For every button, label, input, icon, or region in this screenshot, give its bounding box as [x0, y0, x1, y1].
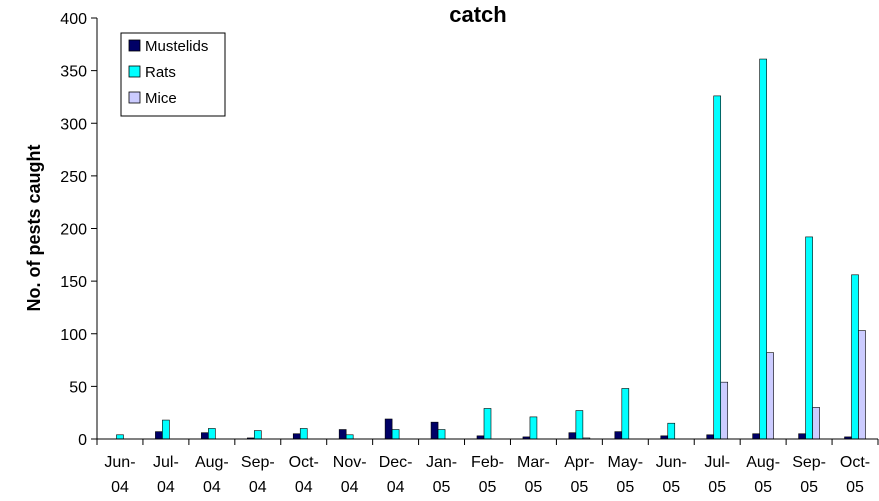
x-tick-label-16-line1: Oct-	[840, 454, 870, 471]
x-tick-label-1-line1: Jul-	[153, 454, 179, 471]
x-tick-label-16-line2: 05	[846, 479, 864, 496]
y-tick-label-150: 150	[60, 274, 87, 291]
x-tick-label-9-line1: Mar-	[517, 454, 550, 471]
bar-rats-1	[162, 419, 170, 440]
bar-mustelids-14	[752, 433, 760, 440]
y-tick-label-0: 0	[78, 432, 87, 449]
bar-mustelids-15	[798, 433, 806, 440]
bar-mustelids-1	[155, 431, 163, 440]
bar-mustelids-7	[430, 421, 439, 440]
x-tick-label-1-line2: 04	[157, 479, 175, 496]
bar-mustelids-11	[614, 431, 623, 440]
x-tick-label-14-line2: 05	[754, 479, 772, 496]
y-tick-label-300: 300	[60, 116, 87, 133]
bar-rats-0	[116, 434, 124, 440]
bar-rats-11	[621, 388, 630, 440]
x-tick-label-7-line2: 05	[433, 479, 451, 496]
bar-rats-14	[759, 58, 767, 440]
y-tick-label-350: 350	[60, 64, 87, 81]
x-tick-label-12-line2: 05	[662, 479, 680, 496]
bar-mustelids-13	[706, 434, 715, 440]
x-tick-label-0-line1: Jun-	[104, 454, 135, 471]
legend-swatch-mice	[128, 91, 141, 104]
x-tick-label-6-line1: Dec-	[379, 454, 413, 471]
x-tick-label-11-line1: May-	[608, 454, 644, 471]
bar-mustelids-10	[568, 432, 577, 440]
x-tick-label-10-line2: 05	[570, 479, 588, 496]
legend-label-mustelids: Mustelids	[145, 38, 208, 55]
bar-mustelids-6	[384, 418, 393, 440]
bar-rats-3	[253, 430, 262, 440]
chart-title: catch	[449, 2, 506, 27]
x-tick-label-15-line1: Sep-	[792, 454, 826, 471]
bar-rats-16	[851, 274, 859, 440]
x-tick-label-14-line1: Aug-	[746, 454, 780, 471]
bar-rats-12	[667, 422, 676, 440]
x-tick-label-3-line2: 04	[249, 479, 267, 496]
x-tick-label-4-line1: Oct-	[289, 454, 319, 471]
y-tick-label-100: 100	[60, 327, 87, 344]
x-tick-label-12-line1: Jun-	[656, 454, 687, 471]
bar-mustelids-2	[201, 432, 209, 440]
legend-label-rats: Rats	[145, 64, 176, 81]
x-tick-label-3-line1: Sep-	[241, 454, 275, 471]
x-tick-label-5-line2: 04	[341, 479, 359, 496]
bar-rats-5	[345, 434, 354, 440]
x-tick-label-7-line1: Jan-	[426, 454, 457, 471]
legend: Mustelids Rats Mice	[120, 32, 226, 117]
x-tick-label-8-line2: 05	[479, 479, 497, 496]
x-tick-label-10-line1: Apr-	[564, 454, 594, 471]
y-tick-label-200: 200	[60, 222, 87, 239]
legend-label-mice: Mice	[145, 90, 177, 107]
y-tick-label-250: 250	[60, 169, 87, 186]
bar-rats-6	[391, 429, 400, 440]
bars-layer	[116, 58, 866, 440]
bar-rats-7	[437, 429, 446, 440]
bar-rats-9	[529, 416, 538, 440]
x-tick-label-8-line1: Feb-	[471, 454, 504, 471]
bar-rats-2	[208, 428, 216, 440]
bar-rats-8	[483, 408, 492, 440]
x-tick-label-2-line2: 04	[203, 479, 221, 496]
bar-rats-15	[805, 236, 813, 440]
bar-rats-4	[299, 428, 308, 440]
y-tick-label-400: 400	[60, 11, 87, 28]
x-tick-label-5-line1: Nov-	[333, 454, 367, 471]
bar-mice-13	[720, 381, 729, 440]
x-tick-label-13-line2: 05	[708, 479, 726, 496]
x-tick-label-15-line2: 05	[800, 479, 818, 496]
x-tick-label-0-line2: 04	[111, 479, 129, 496]
x-tick-label-11-line2: 05	[616, 479, 634, 496]
bar-rats-10	[575, 410, 584, 440]
y-tick-label-50: 50	[69, 379, 87, 396]
x-tick-label-6-line2: 04	[387, 479, 405, 496]
bar-mustelids-4	[292, 433, 301, 440]
bar-mice-15	[812, 407, 820, 440]
x-tick-label-13-line1: Jul-	[704, 454, 730, 471]
axes-layer: 050100150200250300350400Jun-04Jul-04Aug-…	[60, 11, 879, 496]
legend-swatch-mustelids	[128, 39, 141, 52]
bar-mustelids-5	[338, 429, 347, 440]
y-axis-label: No. of pests caught	[24, 144, 44, 311]
x-tick-label-2-line1: Aug-	[195, 454, 229, 471]
legend-swatch-rats	[128, 65, 141, 78]
x-tick-label-4-line2: 04	[295, 479, 313, 496]
x-tick-label-9-line2: 05	[525, 479, 543, 496]
bar-rats-13	[713, 95, 722, 440]
bar-mice-16	[858, 330, 866, 440]
bar-mice-14	[766, 352, 774, 440]
